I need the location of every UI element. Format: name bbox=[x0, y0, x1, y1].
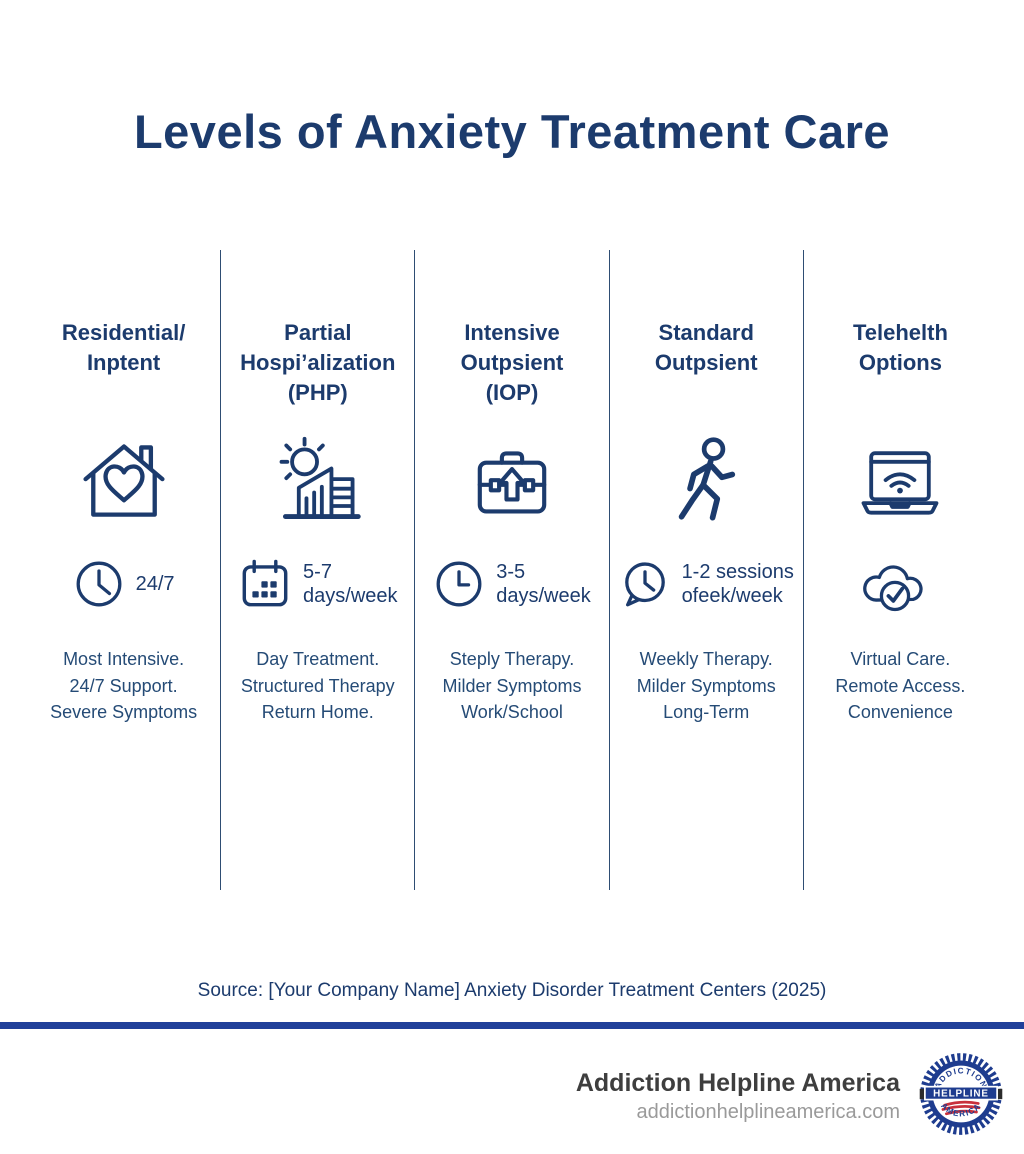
column-title: Telehelth Options bbox=[852, 320, 948, 375]
brand-seal-logo: ADDICTION AMERICA HELPLINE bbox=[918, 1051, 1004, 1142]
column-residential: Residential/ Inptent 24/7 Most bbox=[27, 250, 220, 890]
walking-person-icon bbox=[659, 432, 753, 532]
frequency-row: 5-7 days/week bbox=[238, 548, 398, 620]
column-title: Standard Outpsient bbox=[654, 320, 758, 375]
brand-website: addictionhelplineamerica.com bbox=[636, 1101, 900, 1123]
column-description: Steply Therapy. Milder Symptoms Work/Sch… bbox=[442, 649, 582, 722]
page-title: Levels of Anxiety Treatment Care bbox=[133, 105, 891, 158]
brand-text-block: Addiction Helpline America addictionhelp… bbox=[576, 1069, 900, 1124]
frequency-row bbox=[853, 548, 948, 620]
column-description: Most Intensive. 24/7 Support. Severe Sym… bbox=[50, 649, 198, 722]
column-title: Residential/ Inptent bbox=[61, 320, 186, 375]
column-description: Virtual Care. Remote Access. Convenience bbox=[835, 649, 966, 722]
footer-branding: Addiction Helpline America addictionhelp… bbox=[576, 1051, 1004, 1142]
column-iop: Intensive Outpsient (IOP) bbox=[414, 250, 608, 890]
frequency-text: 24/7 bbox=[135, 573, 175, 595]
column-description: Day Treatment. Structured Therapy Return… bbox=[240, 649, 395, 722]
column-description: Weekly Therapy. Milder Symptoms Long-Ter… bbox=[636, 649, 776, 722]
column-telehealth: Telehelth Options bbox=[802, 250, 997, 890]
column-title: Partial Hospiʼalization (PHP) bbox=[240, 320, 396, 405]
cloud-check-icon bbox=[853, 549, 937, 619]
frequency-text: 1-2 sessions ofeek/week bbox=[681, 561, 794, 607]
footer-divider-bar bbox=[0, 1022, 1024, 1029]
badge-middle-text: HELPLINE bbox=[933, 1089, 989, 1100]
frequency-row: 1-2 sessions ofeek/week bbox=[619, 548, 794, 620]
source-line: Source: [Your Company Name] Anxiety Diso… bbox=[197, 980, 827, 1001]
frequency-text: 3-5 days/week bbox=[496, 561, 591, 607]
column-standard: Standard Outpsient bbox=[608, 250, 803, 890]
column-title: Intensive Outpsient (IOP) bbox=[460, 320, 564, 405]
frequency-text: 5-7 days/week bbox=[303, 561, 398, 607]
house-heart-icon bbox=[76, 432, 172, 532]
treatment-columns: Residential/ Inptent 24/7 Most bbox=[27, 250, 997, 890]
brand-name: Addiction Helpline America bbox=[575, 1069, 900, 1097]
building-sun-icon bbox=[270, 432, 366, 532]
column-php: Partial Hospiʼalization (PHP) bbox=[220, 250, 414, 890]
chat-clock-icon bbox=[619, 558, 671, 610]
frequency-row: 24/7 bbox=[73, 548, 175, 620]
briefcase-up-arrow-icon bbox=[466, 432, 558, 532]
calendar-icon bbox=[238, 557, 292, 611]
laptop-wifi-icon bbox=[852, 432, 948, 532]
frequency-row: 3-5 days/week bbox=[433, 548, 591, 620]
clock-icon bbox=[433, 558, 485, 610]
clock-icon bbox=[73, 558, 125, 610]
